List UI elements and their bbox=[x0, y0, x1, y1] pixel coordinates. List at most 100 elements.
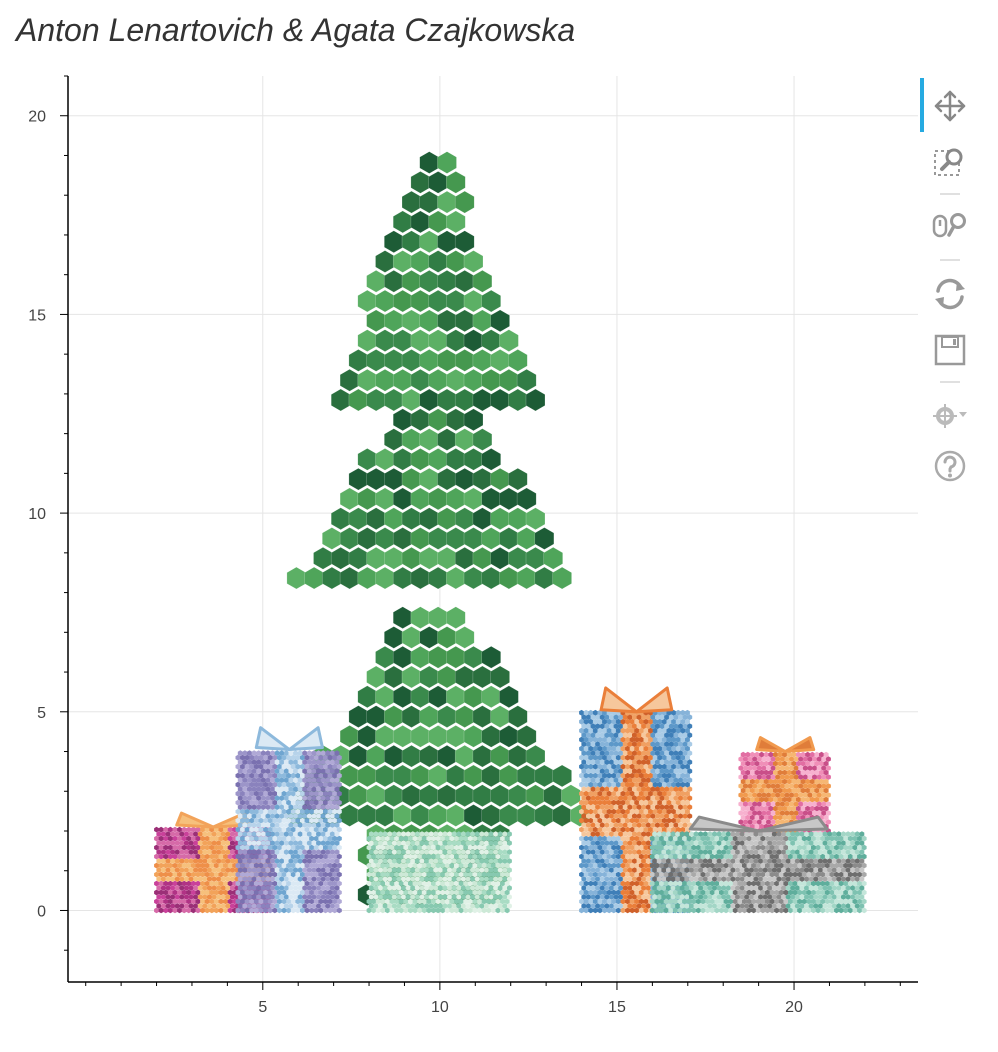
tree-hex bbox=[357, 566, 377, 590]
gift-hex bbox=[442, 876, 448, 882]
gift-hex bbox=[730, 858, 736, 864]
gift-hex bbox=[290, 781, 296, 788]
gift-hex bbox=[588, 781, 594, 788]
help-tool-button[interactable] bbox=[928, 444, 972, 488]
gift-hex bbox=[663, 853, 669, 860]
gift-hex bbox=[267, 799, 273, 806]
gift-hex bbox=[661, 876, 667, 882]
gift-hex bbox=[295, 907, 301, 914]
gift-hex bbox=[274, 876, 280, 882]
gift-hex bbox=[380, 871, 386, 878]
gift-hex bbox=[822, 876, 828, 882]
gift-hex bbox=[467, 907, 473, 914]
gift-hex bbox=[249, 772, 255, 779]
gift-hex bbox=[838, 871, 844, 878]
gift-hex bbox=[398, 844, 404, 851]
gift-hex bbox=[834, 853, 839, 860]
gift-hex bbox=[791, 805, 797, 812]
gift-hex bbox=[225, 858, 231, 864]
gift-hex bbox=[609, 858, 614, 864]
gift-hex bbox=[813, 849, 819, 855]
gift-hex bbox=[721, 903, 727, 909]
gift-hex bbox=[256, 768, 262, 774]
gift-hex bbox=[495, 889, 501, 896]
gift-hex bbox=[387, 885, 393, 891]
tree-hex bbox=[490, 744, 510, 768]
gift-hex bbox=[504, 907, 510, 914]
gift-hex bbox=[744, 867, 750, 873]
gift-hex bbox=[451, 849, 457, 855]
gift-hex bbox=[783, 907, 789, 914]
gift-hex bbox=[685, 727, 690, 734]
gift-hex bbox=[286, 808, 292, 815]
tree-hex bbox=[455, 428, 475, 451]
tree-hex bbox=[463, 804, 484, 827]
gift-hex bbox=[861, 862, 867, 869]
gift-hex bbox=[161, 849, 166, 855]
gift-hex bbox=[244, 889, 250, 896]
gift-hex bbox=[197, 894, 203, 900]
gift-hex bbox=[834, 835, 839, 842]
gift-hex bbox=[809, 787, 815, 794]
gift-hex bbox=[604, 831, 610, 837]
gift-hex bbox=[412, 889, 418, 896]
hover-tool-button[interactable] bbox=[928, 392, 972, 436]
gift-hex bbox=[823, 751, 829, 758]
gift-hex bbox=[613, 849, 619, 855]
gift-hex bbox=[695, 880, 701, 887]
box-zoom-tool-button[interactable] bbox=[928, 140, 972, 184]
gift-hex bbox=[680, 718, 686, 725]
wheel-zoom-tool-button[interactable] bbox=[928, 204, 972, 248]
save-tool-button[interactable] bbox=[928, 328, 972, 372]
gift-hex bbox=[838, 844, 844, 851]
gift-hex bbox=[588, 799, 594, 806]
pan-tool-button[interactable] bbox=[928, 84, 972, 128]
gift-hex bbox=[739, 831, 745, 837]
gift-hex bbox=[265, 840, 271, 846]
gift-hex bbox=[302, 849, 308, 855]
gift-hex bbox=[323, 799, 328, 806]
gift-hex bbox=[249, 853, 255, 860]
gift-hex bbox=[812, 774, 818, 780]
gift-hex bbox=[655, 804, 660, 810]
gift-hex bbox=[666, 772, 672, 779]
gift-hex bbox=[786, 760, 792, 767]
gift-hex bbox=[465, 894, 471, 900]
gift-hex bbox=[297, 750, 303, 756]
gift-hex bbox=[186, 898, 192, 905]
gift-hex bbox=[398, 907, 404, 914]
gift-hex bbox=[334, 795, 340, 801]
gift-hex bbox=[602, 889, 607, 896]
gift-hex bbox=[244, 808, 250, 815]
gift-hex bbox=[606, 763, 612, 770]
gift-hex bbox=[410, 894, 416, 900]
gift-hex bbox=[251, 903, 257, 909]
reset-tool-button[interactable] bbox=[928, 272, 972, 316]
gift-hex bbox=[497, 849, 503, 855]
gift-hex bbox=[818, 840, 823, 846]
gift-hex bbox=[606, 754, 612, 761]
gift-hex bbox=[253, 844, 259, 851]
tree-hex bbox=[410, 408, 431, 432]
gift-hex bbox=[387, 903, 393, 909]
gift-hex bbox=[778, 862, 784, 869]
gift-hex bbox=[424, 840, 430, 846]
gift-hex bbox=[313, 763, 319, 770]
help-icon bbox=[934, 450, 966, 482]
gift-hex bbox=[588, 718, 594, 725]
gift-hex bbox=[327, 772, 333, 779]
gift-hex bbox=[486, 898, 492, 905]
tree-hex bbox=[508, 349, 528, 372]
gift-hex bbox=[755, 907, 761, 914]
gift-hex bbox=[620, 853, 626, 860]
gift-hex bbox=[327, 889, 333, 896]
gift-hex bbox=[643, 826, 649, 833]
gift-hex bbox=[625, 862, 631, 869]
tree-hex bbox=[472, 547, 493, 570]
gift-hex bbox=[267, 772, 273, 779]
gift-hex bbox=[784, 783, 790, 789]
gift-hex bbox=[689, 867, 694, 873]
gift-hex bbox=[824, 880, 830, 887]
gift-hex bbox=[479, 831, 485, 837]
